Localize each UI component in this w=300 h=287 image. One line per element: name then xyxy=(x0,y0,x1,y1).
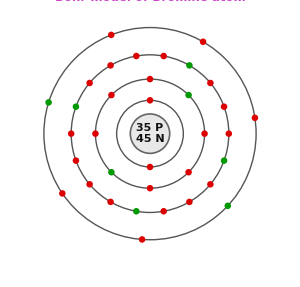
Point xyxy=(253,116,257,120)
Point xyxy=(108,200,113,204)
Point xyxy=(93,131,98,136)
Point xyxy=(148,77,152,82)
Point xyxy=(148,98,152,102)
Point xyxy=(226,131,231,136)
Point xyxy=(87,81,92,85)
Circle shape xyxy=(130,114,170,153)
Point xyxy=(74,158,78,163)
Point xyxy=(148,165,152,169)
Point xyxy=(208,81,213,85)
Point xyxy=(186,170,191,174)
Point xyxy=(161,54,166,58)
Text: Bohr model of Bromine atom: Bohr model of Bromine atom xyxy=(55,0,245,4)
Point xyxy=(186,93,191,97)
Point xyxy=(134,54,139,58)
Point xyxy=(134,209,139,214)
Point xyxy=(109,93,114,97)
Point xyxy=(69,131,74,136)
Point xyxy=(201,39,206,44)
Point xyxy=(109,170,114,174)
Point xyxy=(222,158,226,163)
Point xyxy=(187,63,192,68)
Point xyxy=(161,209,166,214)
Text: 35 P
45 N: 35 P 45 N xyxy=(136,123,164,144)
Point xyxy=(225,203,230,208)
Point xyxy=(109,33,114,37)
Point xyxy=(202,131,207,136)
Point xyxy=(140,237,145,242)
Point xyxy=(208,182,213,187)
Point xyxy=(222,104,226,109)
Point xyxy=(60,191,65,196)
Point xyxy=(74,104,78,109)
Point xyxy=(187,200,192,204)
Point xyxy=(46,100,51,105)
Point xyxy=(87,182,92,187)
Point xyxy=(148,186,152,191)
Point xyxy=(108,63,113,68)
